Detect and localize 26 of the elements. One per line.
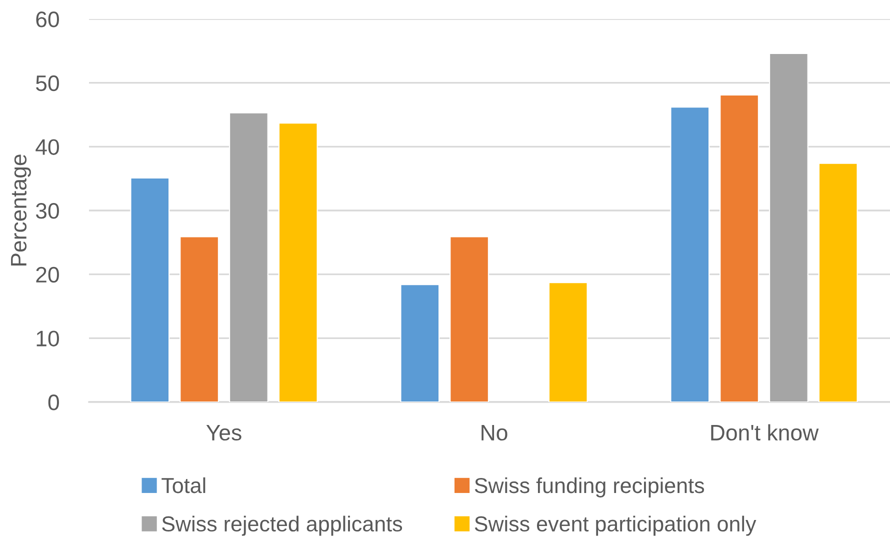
x-tick-label: Yes bbox=[206, 425, 242, 441]
bar bbox=[720, 94, 760, 402]
bar bbox=[818, 162, 858, 402]
y-tick-label: 0 bbox=[48, 394, 59, 410]
y-tick-label: 40 bbox=[36, 139, 59, 155]
bar bbox=[228, 112, 268, 402]
bar bbox=[768, 52, 808, 402]
y-tick-label: 10 bbox=[36, 330, 59, 346]
bar bbox=[180, 236, 220, 402]
legend-label: Swiss funding recipients bbox=[474, 477, 704, 498]
y-tick-label: 60 bbox=[36, 12, 59, 28]
legend-label: Total bbox=[162, 477, 206, 494]
bar bbox=[400, 284, 440, 402]
bar bbox=[670, 106, 710, 402]
legend-label: Swiss event participation only bbox=[474, 516, 756, 536]
x-tick-label: Don't know bbox=[711, 424, 819, 441]
bar bbox=[450, 236, 490, 402]
bar bbox=[548, 282, 588, 402]
x-tick-label: No bbox=[482, 425, 508, 441]
y-tick-label: 50 bbox=[36, 75, 59, 92]
y-axis-title: Percentage bbox=[11, 154, 31, 266]
y-tick-label: 30 bbox=[36, 203, 59, 219]
bar bbox=[278, 122, 318, 402]
y-tick-label: 20 bbox=[36, 266, 59, 283]
legend-label: Swiss rejected applicants bbox=[162, 516, 402, 536]
bar bbox=[130, 177, 170, 402]
